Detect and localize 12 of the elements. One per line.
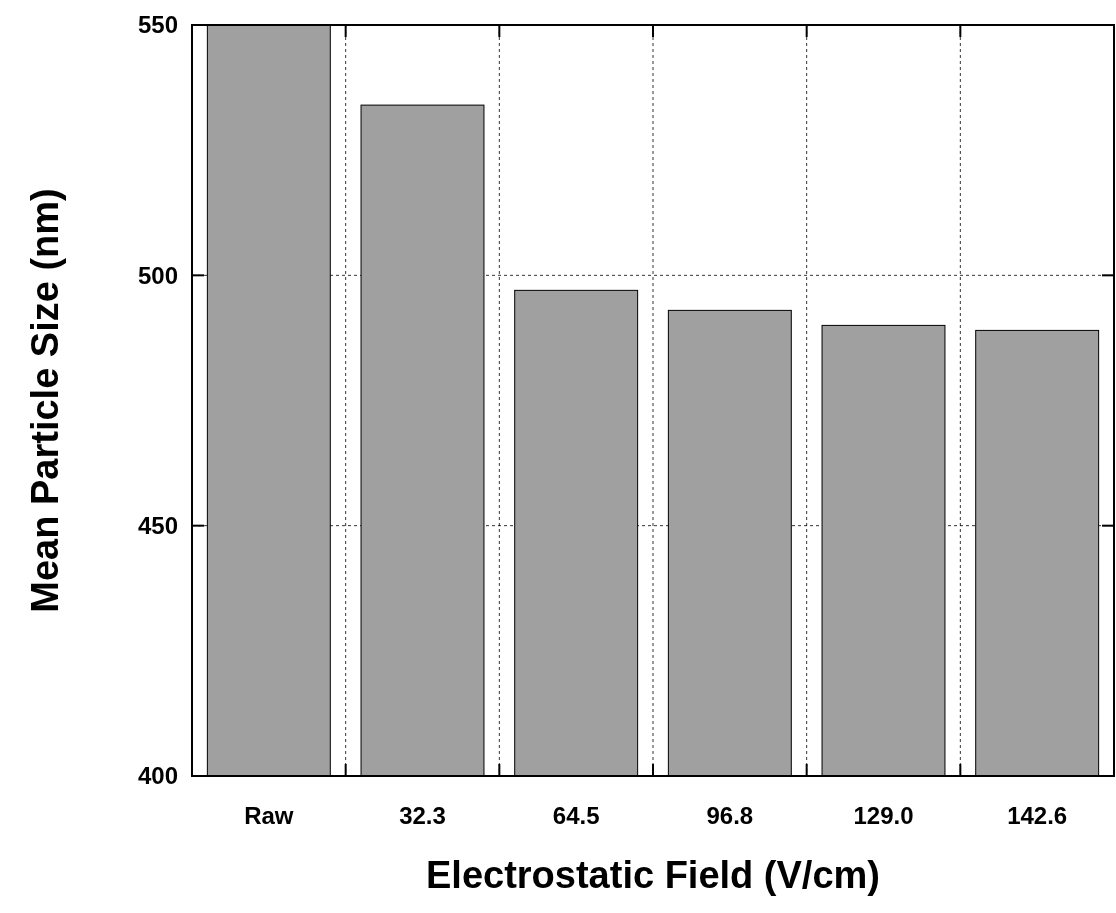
y-tick-label: 500: [137, 261, 178, 289]
x-tick-label: 96.8: [706, 802, 754, 829]
x-axis-title: Electrostatic Field (V/cm): [425, 854, 881, 896]
y-tick-label: 400: [137, 762, 178, 790]
x-tick-label: Raw: [244, 802, 294, 829]
y-tick-label: 550: [137, 11, 178, 39]
x-tick-label: 129.0: [853, 802, 914, 829]
x-tick-label: 64.5: [552, 802, 600, 829]
x-tick-label: 142.6: [1007, 802, 1068, 829]
y-tick-label: 450: [137, 512, 178, 540]
x-tick-label: 32.3: [399, 802, 446, 829]
y-axis-title: Mean Particle Size (nm): [24, 188, 66, 613]
